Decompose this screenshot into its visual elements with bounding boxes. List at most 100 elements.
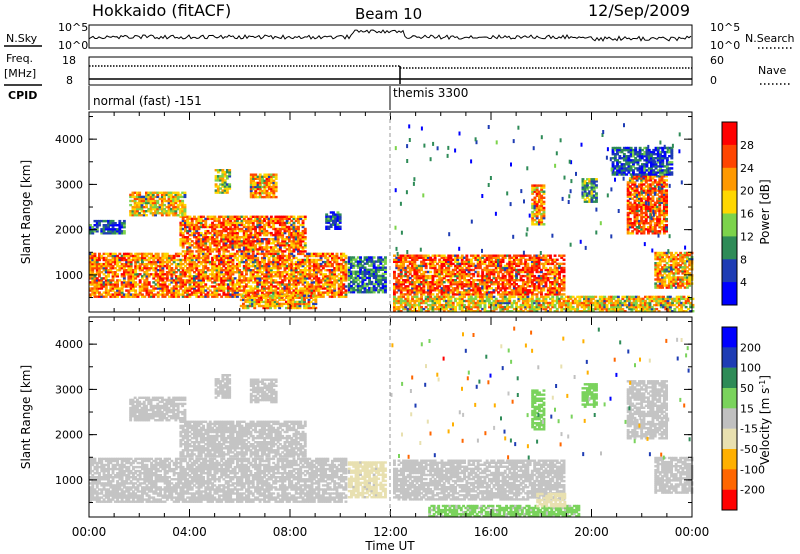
power-cell (294, 238, 298, 241)
power-cell (298, 300, 302, 304)
power-cell (204, 229, 208, 233)
power-cell (269, 294, 272, 297)
power-cell (249, 173, 253, 176)
power-cell (440, 270, 444, 274)
power-cell (154, 203, 157, 207)
power-cell (303, 293, 307, 296)
power-cell (350, 286, 353, 290)
power-cell (98, 295, 101, 298)
power-cell (197, 264, 201, 268)
power-cell (249, 244, 253, 247)
power-cell (361, 260, 365, 263)
power-cell (275, 296, 279, 299)
power-cell (303, 238, 307, 241)
power-cell (150, 264, 153, 268)
power-cell (202, 242, 205, 245)
power-cell (251, 264, 255, 268)
power-cell (181, 267, 185, 270)
power-cell (290, 267, 294, 270)
power-cell (132, 273, 135, 276)
power-cell (307, 304, 311, 308)
power-cell (306, 283, 309, 286)
power-cell (465, 254, 469, 257)
power-cell (225, 175, 229, 178)
power-cell (269, 281, 273, 284)
power-cell (372, 288, 376, 292)
power-cell (161, 285, 165, 288)
power-cell (426, 276, 430, 280)
power-cell (224, 260, 228, 264)
power-cell (147, 295, 151, 298)
power-cell (158, 207, 162, 211)
power-cell (256, 269, 260, 272)
power-cell (433, 254, 437, 257)
power-cell (347, 284, 351, 288)
power-cell (363, 270, 367, 273)
power-cell (178, 203, 182, 207)
power-cell (342, 252, 346, 256)
power-cell (260, 277, 264, 280)
power-cell (132, 271, 135, 274)
power-cell (163, 252, 167, 256)
power-cell (231, 244, 235, 247)
power-cell (122, 252, 126, 256)
power-cell (206, 229, 210, 233)
power-cell (222, 283, 226, 286)
power-cell (199, 285, 203, 288)
power-cell (254, 217, 257, 221)
power-cell (93, 262, 97, 266)
power-cell (224, 262, 228, 266)
power-cell (236, 225, 239, 229)
power-cell (374, 266, 378, 269)
power-cell (315, 273, 318, 276)
power-cell (204, 225, 208, 229)
power-cell (220, 225, 224, 229)
power-cell (229, 240, 233, 243)
power-cell (186, 240, 190, 243)
power-cell (154, 273, 158, 276)
power-cell (213, 281, 217, 284)
power-cell (308, 283, 312, 286)
power-cell (283, 229, 287, 233)
power-cell (297, 277, 300, 280)
power-cell (127, 267, 131, 270)
power-cell (301, 223, 305, 227)
power-cell (336, 211, 340, 214)
power-cell (283, 240, 287, 243)
power-cell (422, 272, 426, 276)
power-cell (420, 274, 423, 278)
power-cell (172, 273, 176, 276)
power-cell (406, 291, 410, 294)
power-cell (326, 283, 330, 286)
power-cell (249, 289, 253, 292)
power-cell (350, 270, 353, 273)
power-cell (89, 260, 92, 264)
power-cell (265, 267, 269, 270)
power-cell (292, 254, 296, 258)
power-cell (417, 291, 421, 294)
power-cell (242, 287, 246, 290)
power-cell (447, 279, 451, 282)
power-cell (174, 199, 178, 203)
power-cell (233, 215, 237, 218)
power-cell (269, 254, 273, 258)
power-cell (149, 203, 153, 207)
power-cell (332, 211, 335, 214)
power-cell (263, 225, 266, 229)
power-cell (337, 287, 341, 290)
power-cell (229, 254, 233, 258)
power-cell (363, 262, 367, 265)
power-cell (195, 244, 199, 247)
power-cell (95, 273, 99, 276)
power-cell (306, 285, 309, 288)
power-cell (223, 187, 227, 190)
power-cell (236, 271, 239, 274)
power-cell (374, 286, 378, 290)
power-cell (158, 191, 162, 194)
power-cell (220, 233, 224, 237)
power-cell (251, 296, 254, 299)
power-cell (294, 267, 298, 270)
power-cell (98, 285, 101, 288)
power-cell (211, 262, 214, 266)
power-cell (122, 271, 126, 274)
